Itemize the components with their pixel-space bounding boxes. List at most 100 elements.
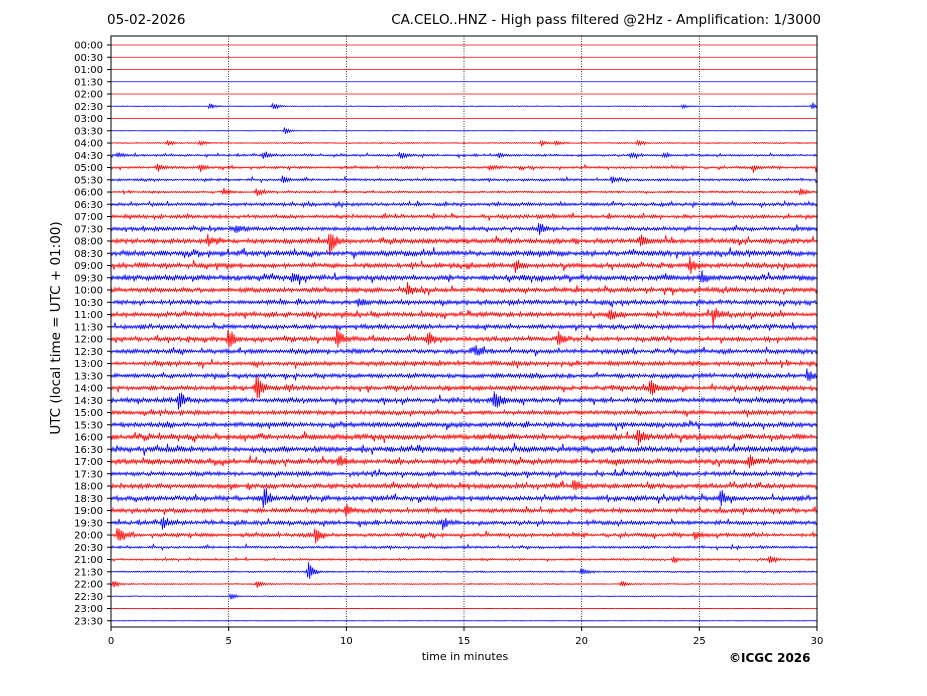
trace-1300 xyxy=(110,358,818,369)
trace-0400 xyxy=(110,139,818,147)
date-label: 05-02-2026 xyxy=(107,12,186,28)
y-tick-label: 18:00 xyxy=(74,482,103,493)
trace-1230 xyxy=(110,345,818,357)
y-tick-label: 14:30 xyxy=(74,396,103,407)
trace-1600 xyxy=(110,429,818,446)
y-tick-label: 01:30 xyxy=(74,77,103,88)
x-tick-label: 5 xyxy=(225,636,231,647)
y-tick-label: 23:30 xyxy=(74,616,103,627)
y-tick-label: 15:00 xyxy=(74,408,103,419)
trace-2130 xyxy=(110,562,818,579)
y-tick-label: 10:30 xyxy=(74,298,103,309)
trace-1700 xyxy=(110,454,818,469)
y-tick-label: 02:30 xyxy=(74,102,103,113)
y-tick-label: 00:00 xyxy=(74,41,103,52)
trace-1430 xyxy=(110,391,818,410)
y-tick-label: 13:00 xyxy=(74,359,103,370)
y-tick-label: 11:30 xyxy=(74,322,103,333)
y-tick-label: 04:00 xyxy=(74,139,103,150)
trace-0630 xyxy=(110,199,818,209)
y-tick-label: 00:30 xyxy=(74,53,103,64)
y-tick-label: 21:00 xyxy=(74,555,103,566)
y-tick-label: 06:30 xyxy=(74,200,103,211)
y-tick-label: 03:30 xyxy=(74,126,103,137)
y-tick-label: 16:00 xyxy=(74,433,103,444)
trace-0500 xyxy=(110,163,818,173)
y-tick-label: 18:30 xyxy=(74,494,103,505)
copyright-label: ©ICGC 2026 xyxy=(729,651,811,665)
trace-0700 xyxy=(110,212,818,221)
trace-1830 xyxy=(110,487,818,508)
trace-1330 xyxy=(110,368,818,382)
y-tick-label: 06:00 xyxy=(74,188,103,199)
y-tick-label: 23:00 xyxy=(74,604,103,615)
trace-0800 xyxy=(110,233,818,256)
trace-1130 xyxy=(110,322,818,332)
trace-1000 xyxy=(110,282,818,296)
y-tick-label: 12:30 xyxy=(74,347,103,358)
trace-2230 xyxy=(110,593,818,600)
y-tick-label: 19:30 xyxy=(74,518,103,529)
y-tick-label: 19:00 xyxy=(74,506,103,517)
y-tick-label: 13:30 xyxy=(74,371,103,382)
y-tick-label: 20:00 xyxy=(74,531,103,542)
y-tick-label: 17:00 xyxy=(74,457,103,468)
trace-1200 xyxy=(110,327,818,348)
y-tick-label: 20:30 xyxy=(74,543,103,554)
x-axis-label: time in minutes xyxy=(421,650,509,663)
y-tick-label: 17:30 xyxy=(74,469,103,480)
y-tick-label: 07:00 xyxy=(74,212,103,223)
trace-1030 xyxy=(110,298,818,308)
y-tick-label: 03:00 xyxy=(74,114,103,125)
trace-0930 xyxy=(110,270,818,285)
y-tick-label: 05:30 xyxy=(74,175,103,186)
trace-2000 xyxy=(110,528,818,544)
y-tick-label: 16:30 xyxy=(74,445,103,456)
trace-0330 xyxy=(110,127,818,134)
trace-1800 xyxy=(110,480,818,491)
x-tick-label: 15 xyxy=(458,636,471,647)
trace-0830 xyxy=(110,247,818,260)
y-tick-label: 09:00 xyxy=(74,261,103,272)
y-tick-label: 08:30 xyxy=(74,249,103,260)
trace-2200 xyxy=(110,580,818,588)
trace-lines xyxy=(110,44,818,622)
y-tick-label: 01:00 xyxy=(74,65,103,76)
trace-0530 xyxy=(110,175,818,184)
trace-0230 xyxy=(110,102,818,110)
trace-1900 xyxy=(110,504,818,517)
y-tick-label: 12:00 xyxy=(74,335,103,346)
trace-1100 xyxy=(110,307,818,327)
trace-0900 xyxy=(110,256,818,275)
y-tick-label: 08:00 xyxy=(74,237,103,248)
trace-0730 xyxy=(110,223,818,236)
grid-lines xyxy=(228,36,700,627)
y-tick-label: 22:00 xyxy=(74,580,103,591)
y-tick-label: 21:30 xyxy=(74,567,103,578)
y-tick-label: 10:00 xyxy=(74,286,103,297)
y-tick-label: 22:30 xyxy=(74,592,103,603)
trace-2030 xyxy=(110,542,818,552)
trace-1400 xyxy=(110,376,818,399)
chart-title: CA.CELO..HNZ - High pass filtered @2Hz -… xyxy=(391,12,821,28)
trace-1630 xyxy=(110,442,818,456)
y-tick-label: 04:30 xyxy=(74,151,103,162)
y-tick-label: 14:00 xyxy=(74,384,103,395)
y-tick-label: 09:30 xyxy=(74,273,103,284)
y-tick-label: 11:00 xyxy=(74,310,103,321)
trace-0430 xyxy=(110,151,818,160)
x-tick-label: 30 xyxy=(811,636,824,647)
y-tick-label: 02:00 xyxy=(74,90,103,101)
y-tick-label: 07:30 xyxy=(74,224,103,235)
x-tick-label: 20 xyxy=(575,636,588,647)
trace-2100 xyxy=(110,555,818,564)
x-tick-label: 10 xyxy=(340,636,353,647)
trace-1930 xyxy=(110,517,818,531)
trace-1530 xyxy=(110,420,818,431)
x-tick-label: 25 xyxy=(693,636,706,647)
trace-0600 xyxy=(110,187,818,197)
x-tick-label: 0 xyxy=(108,636,114,647)
trace-1730 xyxy=(110,468,818,479)
